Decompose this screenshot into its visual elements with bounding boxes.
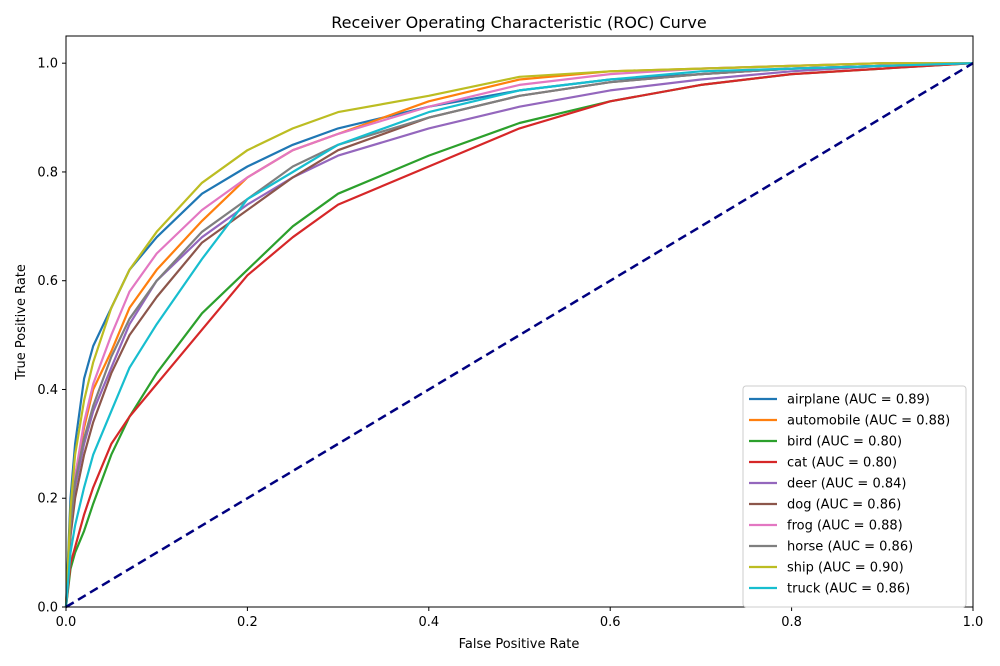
chart-title: Receiver Operating Characteristic (ROC) … (331, 13, 706, 32)
plot-frame (65, 35, 974, 608)
y-tick-label: 0.6 (37, 274, 58, 289)
legend-entry-label: frog (AUC = 0.88) (787, 519, 903, 534)
legend-entry-label: horse (AUC = 0.86) (787, 540, 913, 555)
y-axis-label: True Positive Rate (14, 264, 29, 381)
roc-line-3 (64, 62, 974, 608)
x-tick-label: 0.8 (781, 615, 802, 630)
legend-entry-label: dog (AUC = 0.86) (787, 498, 901, 513)
legend-entry-label: truck (AUC = 0.86) (787, 582, 910, 597)
legend: airplane (AUC = 0.89) automobile (AUC = 0… (742, 385, 967, 608)
roc-line-9 (64, 62, 974, 608)
x-tick-label: 0.2 (237, 615, 258, 630)
y-axis: 0.0 0.2 0.4 0.6 0.8 1.0 (37, 57, 66, 616)
x-tick-label: 0.4 (418, 615, 439, 630)
y-tick-label: 1.0 (37, 57, 58, 72)
legend-entry-label: airplane (AUC = 0.89) (787, 393, 930, 408)
legend-box (742, 385, 967, 608)
legend-entry-label: bird (AUC = 0.80) (787, 435, 902, 450)
y-tick-label: 0.0 (37, 601, 58, 616)
legend-entry-label: cat (AUC = 0.80) (787, 456, 897, 471)
x-tick-label: 0.0 (56, 615, 77, 630)
legend-entry-label: automobile (AUC = 0.88) (787, 414, 950, 429)
y-tick-label: 0.8 (37, 165, 58, 180)
x-tick-label: 0.6 (600, 615, 621, 630)
plot-lines (64, 62, 974, 609)
y-tick-label: 0.2 (37, 492, 58, 507)
roc-line-8 (64, 62, 973, 608)
roc-line-4 (64, 62, 974, 608)
legend-entry-label: ship (AUC = 0.90) (787, 561, 904, 576)
x-axis-label: False Positive Rate (459, 637, 580, 652)
x-axis: 0.0 0.2 0.4 0.6 0.8 1.0 (56, 607, 984, 630)
legend-entry-label: deer (AUC = 0.84) (787, 477, 906, 492)
x-tick-label: 1.0 (963, 615, 984, 630)
reference-diagonal-line (65, 62, 974, 609)
y-tick-label: 0.4 (37, 383, 58, 398)
